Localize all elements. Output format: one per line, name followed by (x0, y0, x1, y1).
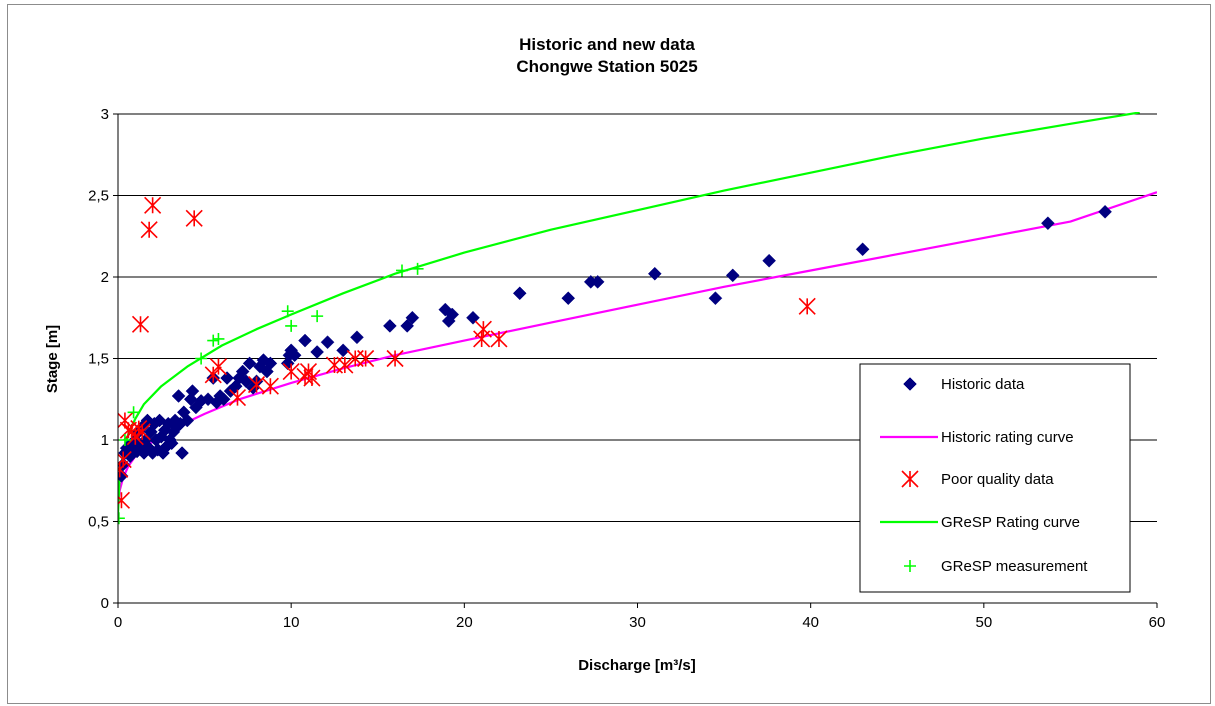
axes (117, 114, 1157, 604)
historic-data-point (287, 348, 302, 363)
historic-rating-curve-line (118, 191, 1157, 506)
gresp-measurement-point (311, 310, 324, 323)
historic-data-point (180, 413, 195, 428)
y-tick-label: 1,5 (88, 351, 109, 368)
poor-quality-data-point (247, 376, 266, 394)
x-tick-label: 0 (114, 614, 122, 631)
poor-quality-data-point (144, 196, 162, 214)
poor-quality-data-point (209, 358, 228, 376)
x-tick-label: 10 (283, 614, 300, 631)
poor-quality-data-point (185, 209, 203, 227)
gresp-measurement-series (118, 262, 424, 525)
historic-data-point (220, 371, 234, 385)
poor-quality-data-point (386, 349, 404, 368)
y-tick-label: 2 (101, 269, 109, 286)
series-layer (118, 112, 1157, 525)
x-tick-label: 20 (456, 614, 473, 631)
historic-data-point (336, 343, 350, 358)
historic-data-point (242, 356, 257, 371)
historic-data-point (590, 275, 605, 289)
y-tick-label: 2,5 (88, 188, 109, 205)
historic-data-point (320, 335, 335, 350)
historic-data-point (185, 384, 200, 398)
gresp-measurement-point (395, 264, 408, 277)
historic-data-point (725, 268, 740, 283)
historic-data-point (298, 333, 312, 348)
historic-data-point (310, 345, 324, 359)
historic-data-point (647, 266, 662, 281)
historic-data-point (350, 330, 364, 345)
historic-data-point (708, 291, 723, 306)
gresp-measurement-point (281, 305, 294, 318)
historic-data-point (383, 319, 397, 333)
historic-data-point (171, 389, 186, 403)
historic-data-point (512, 286, 527, 301)
gresp-measurement-point (118, 512, 125, 525)
poor-quality-data-point (228, 389, 247, 407)
y-axis-title: Stage [m] (44, 325, 61, 393)
y-tick-label: 3 (101, 106, 109, 123)
y-tick-label: 0 (101, 595, 109, 612)
gresp-measurement-point (285, 319, 298, 332)
gresp-measurement-point (411, 262, 424, 275)
legend: Historic data Historic rating curve Poor q… (859, 363, 1131, 593)
poor-quality-data-point (118, 450, 132, 469)
legend-label-historic-data: Historic data (941, 376, 1025, 393)
legend-label-gresp-rating-curve: GReSP Rating curve (941, 514, 1080, 531)
poor-quality-data-point (118, 491, 131, 509)
poor-quality-data-point (133, 423, 151, 441)
poor-quality-data-point (303, 369, 321, 387)
poor-quality-data-point (798, 297, 816, 315)
historic-data-point (1098, 204, 1112, 219)
x-tick-label: 40 (802, 614, 819, 631)
x-tick-label: 60 (1149, 614, 1166, 631)
historic-data-point (263, 356, 278, 371)
legend-swatch-gresp-measurement (904, 560, 916, 572)
x-tick-label: 50 (975, 614, 992, 631)
poor-quality-data-series (118, 196, 816, 509)
historic-data-point (164, 436, 179, 451)
legend-label-poor-quality-data: Poor quality data (941, 471, 1054, 488)
gresp-measurement-point (118, 434, 131, 446)
gresp-measurement-point (207, 334, 220, 347)
poor-quality-data-point (282, 362, 300, 381)
y-tick-label: 1 (101, 432, 109, 449)
legend-label-gresp-measurement: GReSP measurement (941, 558, 1088, 575)
x-tick-label: 30 (629, 614, 646, 631)
x-axis-title: Discharge [m³/s] (578, 657, 696, 674)
historic-data-point (216, 392, 231, 407)
legend-swatch-historic-data (903, 377, 917, 391)
gresp-measurement-point (127, 406, 140, 419)
poor-quality-data-point (140, 221, 158, 239)
legend-box (859, 363, 1131, 593)
poor-quality-data-point (357, 349, 375, 368)
historic-rating-curve-series (118, 191, 1157, 506)
historic-data-point (445, 307, 460, 322)
gresp-measurement-point (195, 352, 208, 365)
historic-data-point (175, 446, 189, 460)
gresp-measurement-point (212, 332, 225, 345)
historic-data-point (1041, 216, 1055, 231)
historic-data-series (118, 204, 1112, 483)
poor-quality-data-point (131, 315, 150, 333)
y-tick-labels: 0 0,5 1 1,5 2 2,5 3 (88, 106, 109, 612)
legend-swatch-poor-quality-data (901, 470, 919, 488)
poor-quality-data-point (474, 320, 492, 338)
x-tick-labels: 0 10 20 30 40 50 60 (114, 614, 1166, 631)
poor-quality-data-point (336, 356, 354, 374)
historic-data-point (405, 310, 420, 325)
historic-data-point (561, 291, 576, 306)
y-tick-label: 0,5 (88, 514, 109, 531)
chart-title: Historic and new data (519, 35, 695, 54)
poor-quality-data-point (490, 330, 508, 348)
historic-data-point (855, 242, 870, 257)
legend-label-historic-rating-curve: Historic rating curve (941, 429, 1074, 446)
historic-data-point (762, 253, 776, 268)
poor-quality-data-point (261, 377, 279, 395)
chart-subtitle: Chongwe Station 5025 (516, 57, 697, 76)
